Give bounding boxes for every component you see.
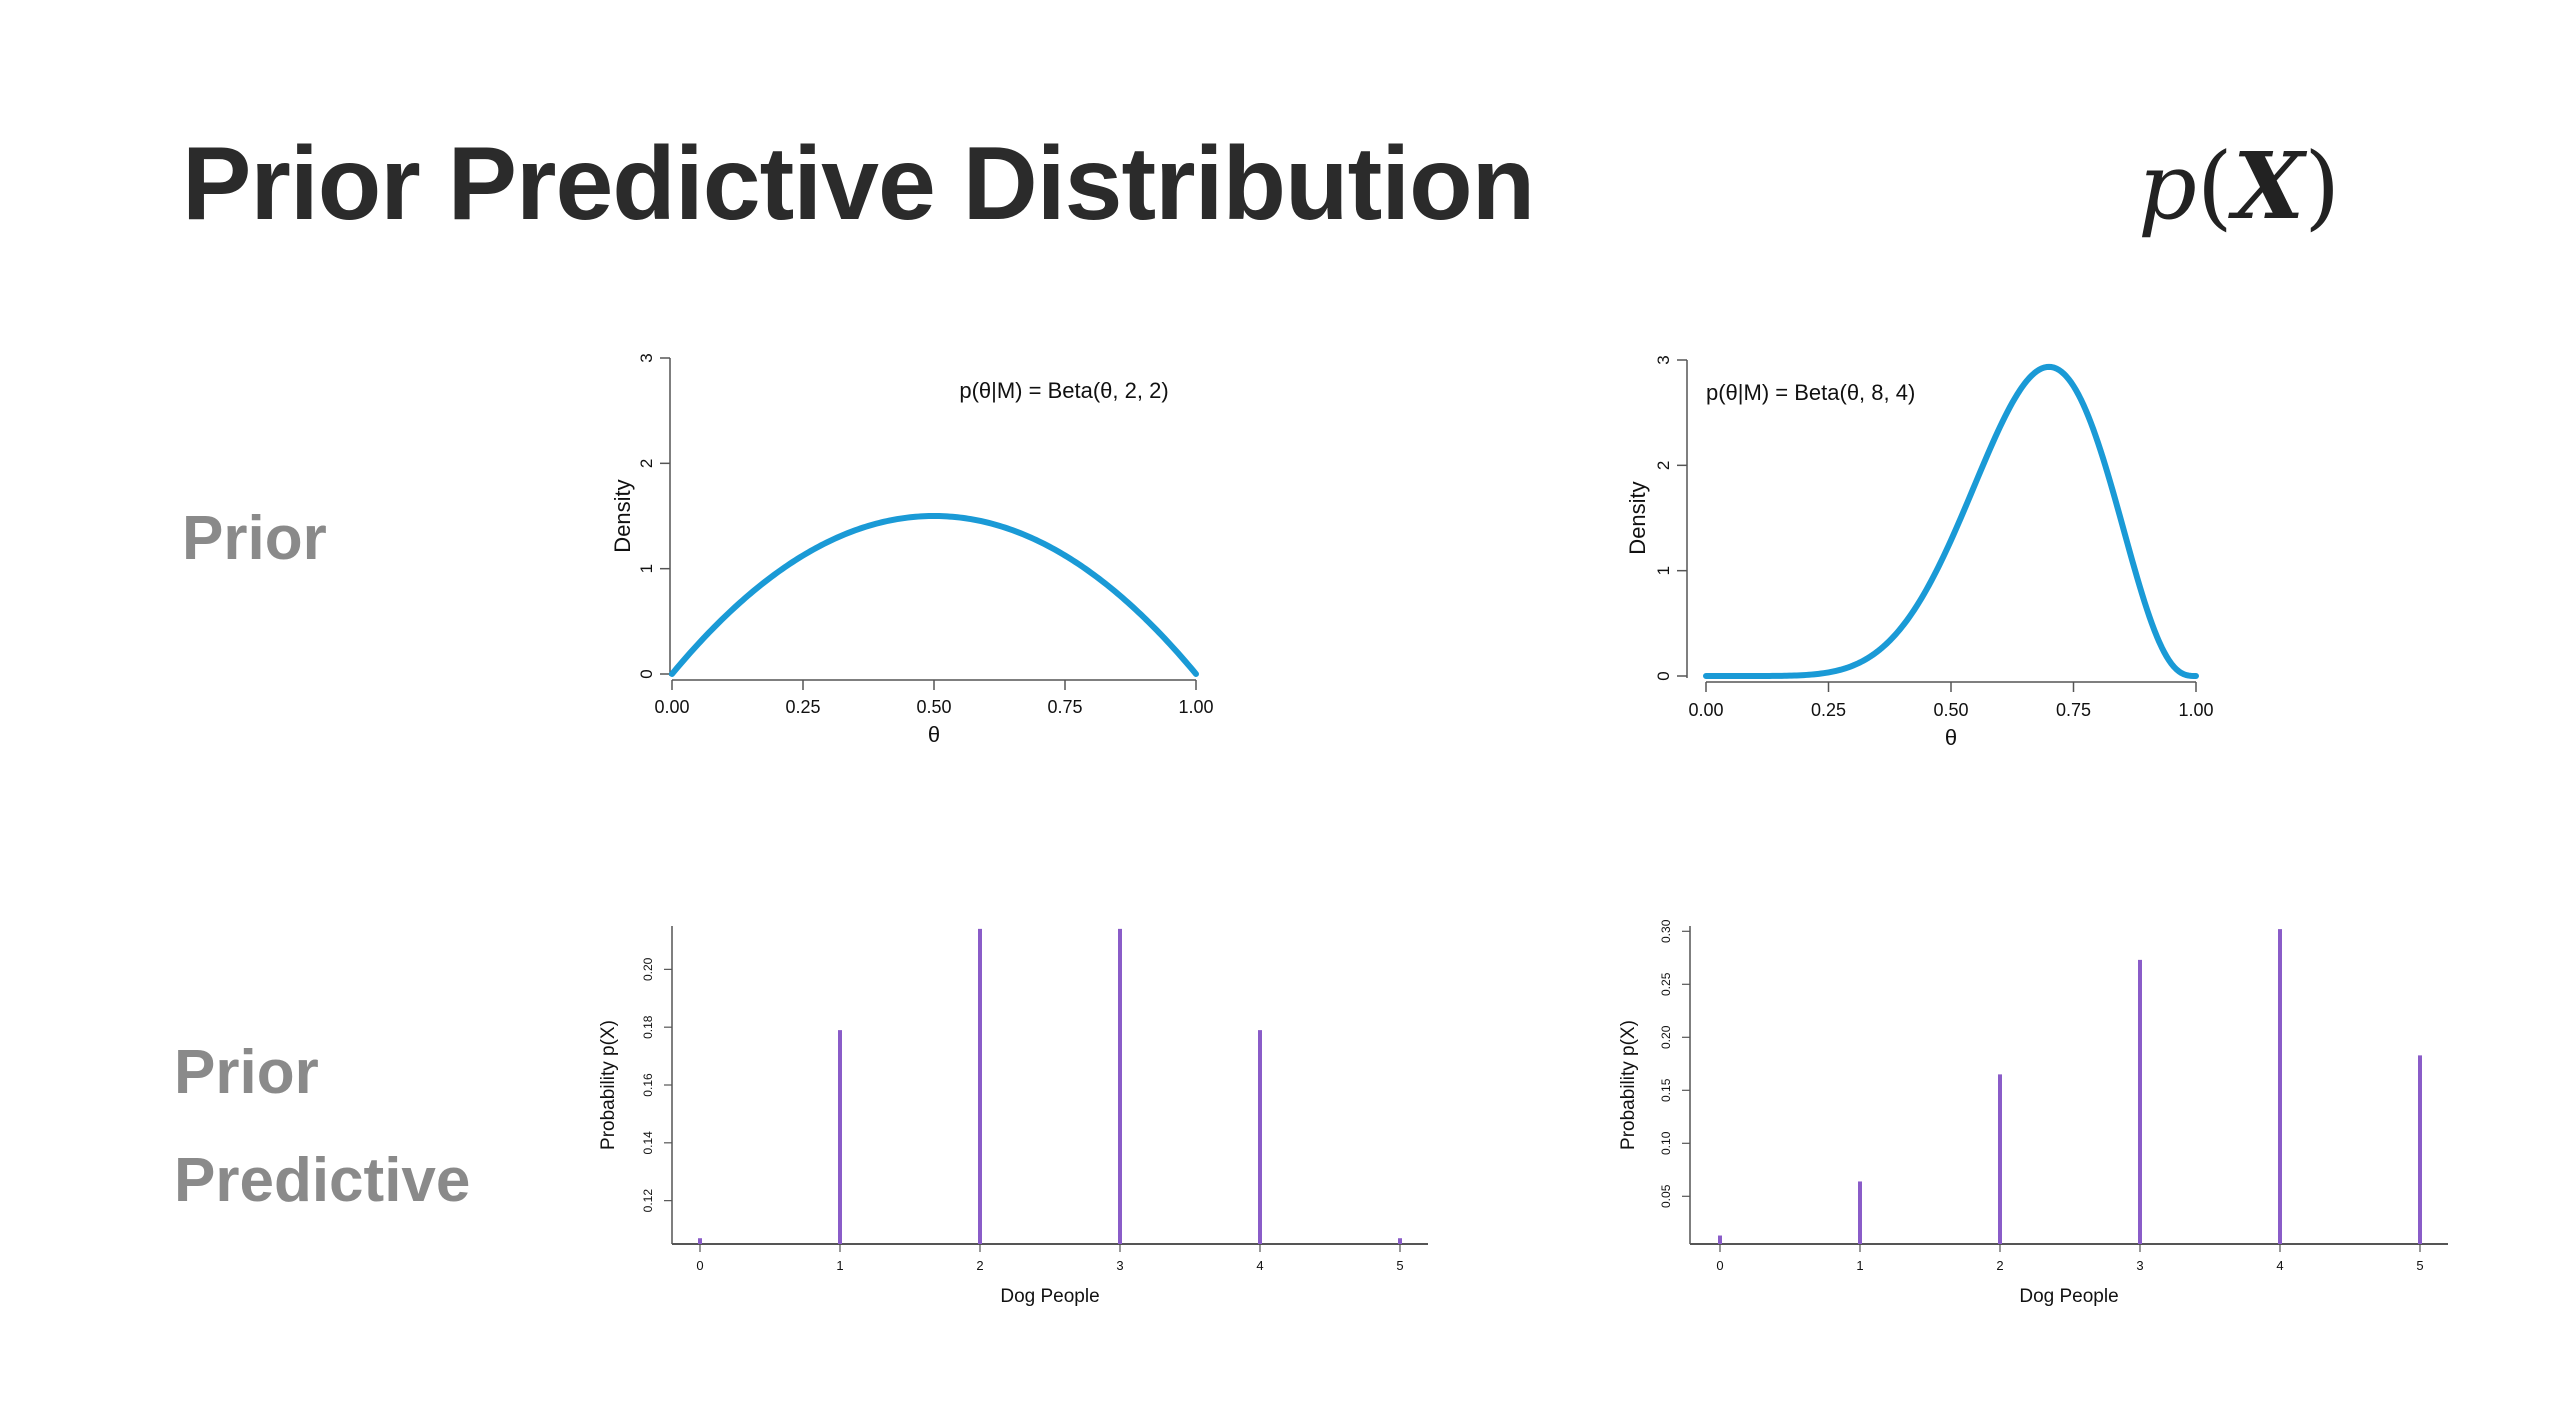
density-chart-1-x-tick-label: 0.00 [654, 697, 689, 717]
pmf-chart-1-x-label: Dog People [1000, 1286, 1099, 1307]
density-chart-2-x-tick-label: 1.00 [2178, 700, 2213, 720]
row-label-prior-predictive-line1: Prior [174, 1038, 319, 1107]
density-chart-2-x-tick-label: 0.25 [1811, 700, 1846, 720]
pmf-chart-2-y-label: Probability p(X) [1618, 1020, 1639, 1150]
density-chart-1-y-tick-label: 1 [637, 564, 656, 573]
density-chart-1-title: p(θ|M) = Beta(θ, 2, 2) [959, 378, 1168, 403]
pmf-chart-1-x-tick-label: 4 [1256, 1258, 1263, 1273]
pmf-chart-2-x-tick-label: 2 [1996, 1258, 2003, 1273]
page-title: Prior Predictive Distribution [182, 126, 1535, 242]
density-chart-2-x-tick-label: 0.75 [2056, 700, 2091, 720]
density-chart-1-x-tick-label: 1.00 [1178, 697, 1213, 717]
density-chart-2-y-tick-label: 0 [1654, 671, 1673, 680]
pmf-chart-1-y-tick-label: 0.12 [641, 1189, 655, 1213]
density-chart-2-x-tick-label: 0.50 [1933, 700, 1968, 720]
pmf-chart-1-y-tick-label: 0.18 [641, 1015, 655, 1039]
pmf-chart-2-y-tick-label: 0.10 [1659, 1131, 1673, 1155]
density-chart-2-x-label: θ [1945, 725, 1957, 750]
pmf-chart-2-x-tick-label: 0 [1716, 1258, 1723, 1273]
density-chart-2-y-tick-label: 2 [1654, 461, 1673, 470]
pmf-chart-2-x-tick-label: 3 [2136, 1258, 2143, 1273]
pmf-chart-2-y-tick-label: 0.20 [1659, 1025, 1673, 1049]
pmf-chart-2-y-tick-label: 0.25 [1659, 972, 1673, 996]
density-chart-1-y-label: Density [610, 479, 635, 552]
pmf-chart-2-x-label: Dog People [2019, 1286, 2118, 1307]
pmf-chart-2-y-tick-label: 0.15 [1659, 1078, 1673, 1102]
formula: p(X) [2138, 140, 2340, 233]
density-chart-1-x-tick-label: 0.75 [1047, 697, 1082, 717]
formula-close-paren: ) [2304, 133, 2341, 240]
row-label-prior-predictive-line2: Predictive [174, 1146, 471, 1215]
pmf-chart-1-y-tick-label: 0.20 [641, 957, 655, 981]
pmf-chart-1-x-tick-label: 5 [1396, 1258, 1403, 1273]
pmf-chart-2-y-tick-label: 0.05 [1659, 1184, 1673, 1208]
pmf-chart-1-x-tick-label: 2 [976, 1258, 983, 1273]
density-chart-1-y-tick-label: 2 [637, 459, 656, 468]
formula-x: X [2232, 132, 2305, 240]
density-chart-2-y-tick-label: 1 [1654, 566, 1673, 575]
pmf-chart-2-x-tick-label: 4 [2276, 1258, 2283, 1273]
density-chart-2-y-tick-label: 3 [1654, 355, 1673, 364]
density-chart-1-x-label: θ [928, 722, 940, 747]
pmf-chart-1-y-tick-label: 0.16 [641, 1073, 655, 1097]
pmf-chart-1-y-label: Probability p(X) [598, 1020, 619, 1150]
pmf-chart-2-y-tick-label: 0.30 [1659, 919, 1673, 943]
density-chart-1-x-tick-label: 0.50 [916, 697, 951, 717]
density-chart-2-density-curve [1703, 363, 2199, 679]
pmf-chart-2-x-tick-label: 5 [2416, 1258, 2423, 1273]
density-chart-2-x-tick-label: 0.00 [1688, 700, 1723, 720]
pmf-chart-2-x-tick-label: 1 [1856, 1258, 1863, 1273]
row-label-prior: Prior [182, 504, 327, 573]
density-chart-2-y-label: Density [1625, 481, 1650, 554]
density-chart-1-density-curve [669, 513, 1199, 677]
density-chart-1-y-tick-label: 3 [637, 353, 656, 362]
pmf-chart-1-x-tick-label: 0 [696, 1258, 703, 1273]
pmf-chart-1-y-tick-label: 0.14 [641, 1131, 655, 1155]
pmf-chart-1-x-tick-label: 1 [836, 1258, 843, 1273]
formula-open-paren: ( [2196, 133, 2233, 240]
density-chart-1-x-tick-label: 0.25 [785, 697, 820, 717]
density-chart-2-title: p(θ|M) = Beta(θ, 8, 4) [1706, 380, 1915, 405]
pmf-chart-1-x-tick-label: 3 [1116, 1258, 1123, 1273]
formula-p: p [2138, 133, 2197, 240]
density-chart-1-y-tick-label: 0 [637, 669, 656, 678]
